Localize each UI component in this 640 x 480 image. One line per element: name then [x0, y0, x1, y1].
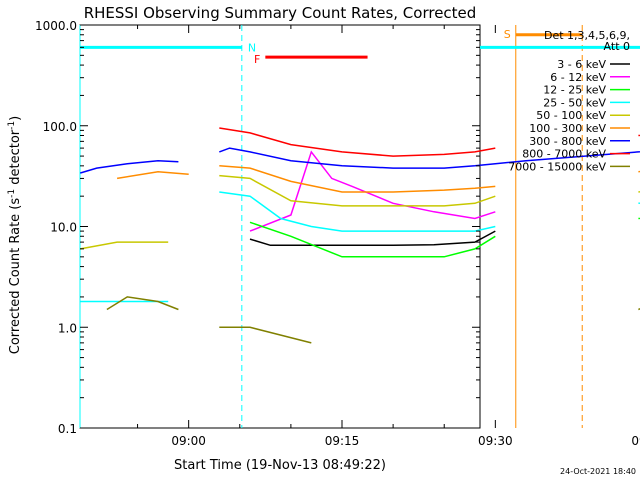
y-tick-label: 0.1 [58, 422, 77, 436]
y-tick-label: 10.0 [50, 221, 77, 235]
legend-label: 50 - 100 keV [536, 109, 606, 122]
series-line-4 [80, 174, 640, 250]
legend-label: 800 - 7000 keV [522, 148, 606, 161]
legend-label: 300 - 800 keV [529, 135, 606, 148]
series-line-6 [80, 147, 640, 174]
state-segments: NF S [80, 28, 640, 66]
legend-label: 6 - 12 keV [550, 71, 606, 84]
y-tick-label: 1000.0 [35, 19, 77, 33]
legend-label: 3 - 6 keV [557, 58, 606, 71]
legend-header-line2: Att 0 [604, 40, 630, 53]
x-tick-label: 09:15 [325, 434, 360, 448]
legend-label: 25 - 50 keV [543, 96, 606, 109]
y-tick-label: 100.0 [43, 120, 77, 134]
legend-label: 12 - 25 keV [543, 84, 606, 97]
series-line-1 [249, 150, 496, 232]
segment-label-F: F [254, 53, 260, 66]
legend-header-line1: Det 1,3,4,5,6,9, [544, 29, 630, 42]
y-axis-label-mid: detector [8, 129, 23, 189]
y-tick-label: 1.0 [58, 321, 77, 335]
series-line-7 [219, 127, 640, 157]
segment-label-N: N [248, 41, 256, 54]
y-axis-ticks: 1000.0 100.0 10.0 1.0 0.1 [35, 19, 480, 436]
series-line-2 [249, 217, 640, 258]
plot-frame [79, 24, 481, 429]
series-line-5 [116, 165, 640, 193]
x-tick-label: 09:30 [478, 434, 513, 448]
segment-label-S: S [504, 28, 511, 41]
chart-title: RHESSI Observing Summary Count Rates, Co… [84, 4, 477, 22]
series-line-8 [106, 296, 640, 344]
series-lines [80, 127, 640, 344]
x-tick-label: 09:45 [631, 434, 640, 448]
y-axis-label-sup1: -1 [7, 189, 17, 198]
series-line-3 [80, 191, 640, 303]
legend-label: 100 - 300 keV [529, 122, 606, 135]
y-axis-label: Corrected Count Rate (s-1 detector-1) [7, 116, 23, 354]
plot-axes [79, 24, 481, 429]
legend-label: 7000 - 15000 keV [508, 160, 606, 173]
x-tick-label: 09:00 [171, 434, 206, 448]
series-line-0 [249, 230, 496, 247]
y-axis-label-end: ) [8, 116, 23, 121]
footer-timestamp: 24-Oct-2021 18:40 [560, 467, 636, 476]
x-axis-label: Start Time (19-Nov-13 08:49:22) [174, 458, 386, 473]
y-axis-label-sup2: -1 [7, 121, 17, 130]
y-axis-label-main: Corrected Count Rate (s [8, 198, 23, 355]
